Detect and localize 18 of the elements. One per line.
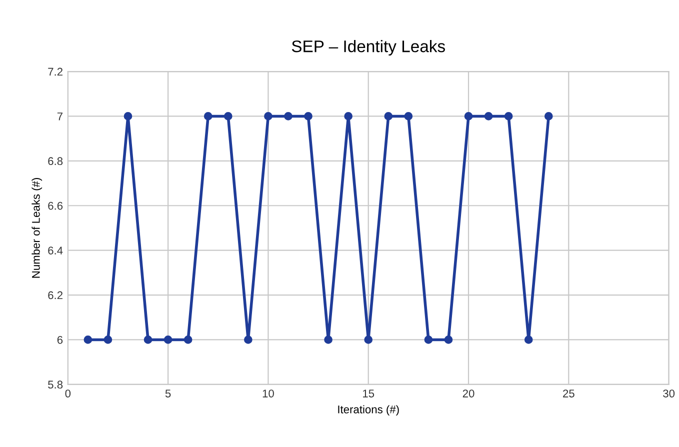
y-tick-label: 5.8	[48, 380, 63, 389]
y-tick-label: 7.2	[48, 68, 62, 76]
x-tick-label: 25	[563, 390, 574, 398]
y-tick-label: 6	[57, 336, 63, 344]
x-tick-label: 30	[663, 390, 675, 398]
y-tick-label: 6.8	[48, 157, 63, 166]
x-tick-label: 15	[363, 390, 374, 398]
x-tick-label: 20	[462, 390, 474, 398]
x-tick-label: 0	[65, 390, 71, 398]
x-axis-title: Iterations (#)	[338, 405, 399, 416]
x-tick-label: 10	[262, 390, 274, 398]
chart-title: SEP – Identity Leaks	[292, 40, 445, 56]
y-tick-label: 6.6	[48, 202, 63, 210]
y-axis-title: Number of Leaks (#)	[32, 178, 42, 278]
x-tick-label: 5	[165, 390, 171, 398]
y-tick-label: 6.2	[48, 291, 62, 300]
y-tick-label: 7	[57, 112, 62, 120]
y-tick-label: 6.4	[48, 246, 63, 254]
